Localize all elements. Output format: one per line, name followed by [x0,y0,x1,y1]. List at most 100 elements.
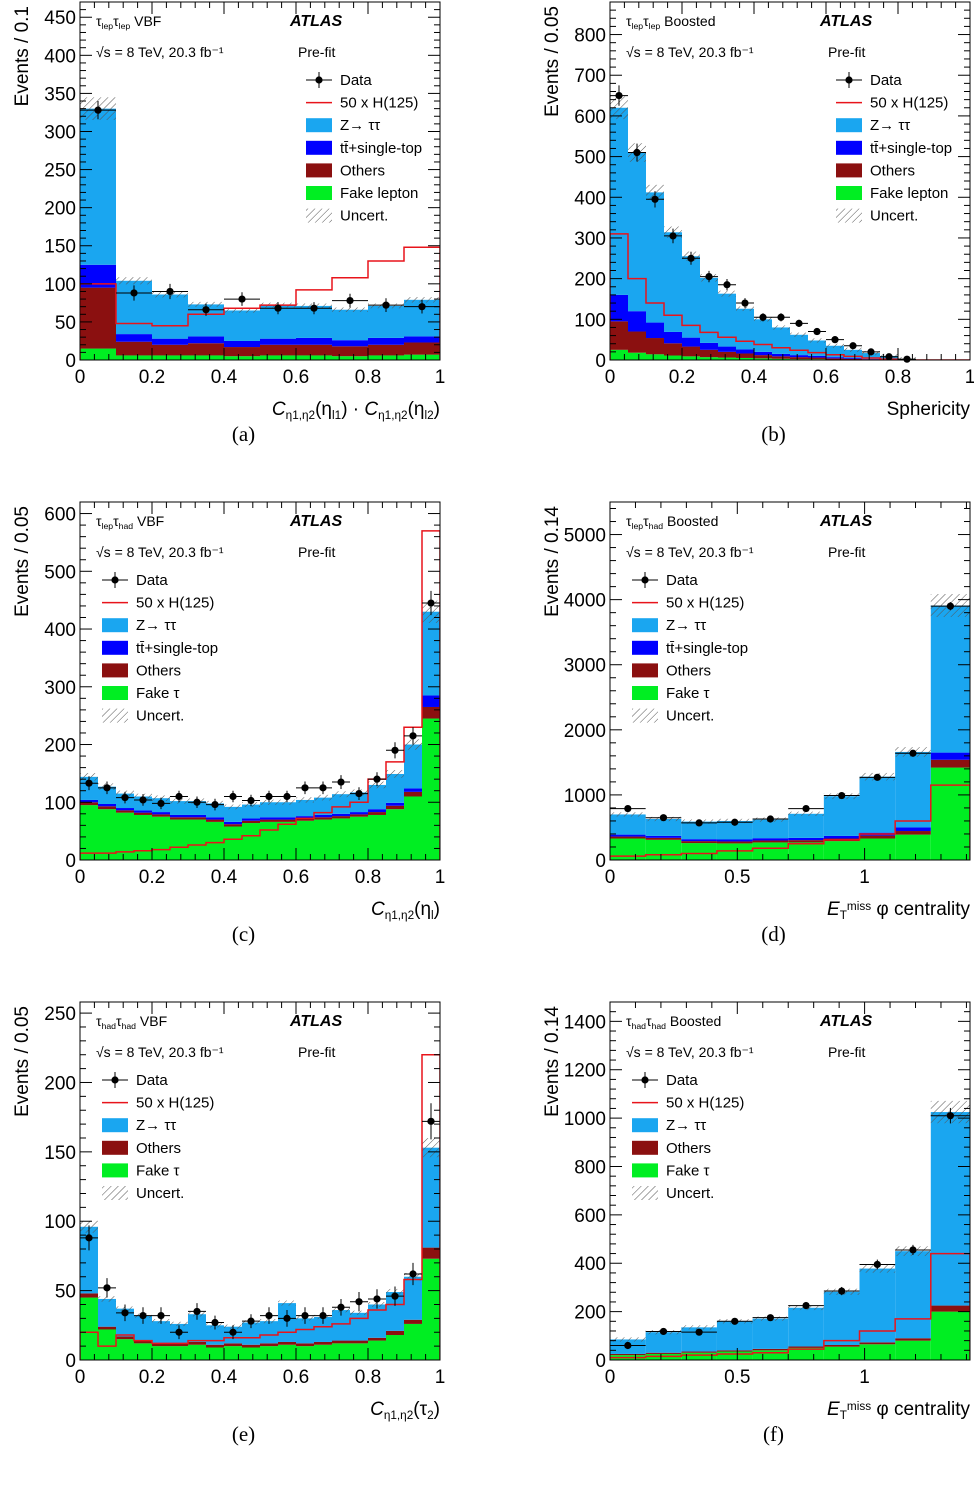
bar-others [717,841,753,843]
legend-entry-others: Others [836,162,915,179]
x-tick-label: 1 [435,367,446,388]
bar-others [772,356,790,358]
bar-top [808,356,826,358]
bar-top [610,295,628,321]
bar-fake [152,355,188,360]
energy-lumi-label: √s = 8 TeV, 20.3 fb⁻¹ [96,44,224,60]
x-tick-label: 0.8 [885,367,911,388]
bar-others [242,821,260,823]
bar-others [790,357,808,359]
uncert-band [332,791,350,797]
bar-others [844,359,862,360]
bar-top [314,815,332,817]
y-tick-label: 100 [44,793,76,814]
atlas-label: ATLAS [289,513,342,530]
panel-caption: (a) [0,422,487,447]
data-point [788,805,824,812]
legend-label: Fake τ [666,1162,710,1179]
legend-label: Others [340,162,385,179]
bar-top [646,323,664,338]
bar-top [206,817,224,819]
bar-others [931,1306,970,1312]
x-tick-label: 1 [435,867,446,888]
bar-others [931,760,970,768]
legend-label: Others [136,662,181,679]
energy-lumi-label: √s = 8 TeV, 20.3 fb⁻¹ [626,44,754,60]
bar-others [826,358,844,359]
bar-others [646,838,682,840]
y-tick-label: 1000 [564,1109,606,1130]
uncert-band [314,795,332,801]
y-tick-label: 500 [44,562,76,583]
legend-label: Uncert. [870,208,918,225]
bar-fake [368,1341,386,1360]
prefit-label: Pre-fit [298,1044,335,1060]
legend-entry-top: tt̄+single-top [102,640,218,657]
bar-top [682,338,700,347]
legend-entry-uncert: Uncert. [632,708,714,725]
x-tick-label: 0 [605,367,616,388]
bar-others [188,1342,206,1345]
legend-label: 50 x H(125) [136,1095,214,1112]
data-point [224,292,260,306]
bar-others [350,1341,368,1344]
prefit-label: Pre-fit [828,544,865,560]
bar-fake [895,835,931,860]
bar-others [646,1353,682,1354]
bar-others [224,824,242,826]
legend-entry-fake_tau: Fake τ [102,1162,180,1179]
bar-top [788,838,824,840]
bar-fake [646,354,664,360]
legend-label: Data [666,1072,698,1089]
bar-ztt [368,785,386,809]
legend-entry-data: Data [102,572,168,589]
bar-ztt [808,340,826,355]
bar-top [116,334,152,342]
legend-entry-data: Data [632,572,698,589]
bar-top [717,839,753,841]
y-tick-label: 200 [44,736,76,757]
bar-others [134,813,152,815]
channel-label: τlepτlep VBF [96,13,161,31]
bar-fake [296,1346,314,1360]
bar-fake [404,796,422,860]
bar-ztt [260,1321,278,1343]
legend-label: 50 x H(125) [666,1095,744,1112]
legend-label: Others [666,1140,711,1157]
uncert-band [772,325,790,329]
bar-top [386,803,404,806]
y-tick-label: 700 [574,66,606,87]
y-tick-label: 300 [44,122,76,143]
y-tick-label: 5000 [564,526,606,547]
bar-top [895,827,931,831]
bar-top [422,695,440,707]
legend-label: Fake lepton [340,185,418,202]
legend-entry-others: Others [632,662,711,679]
bar-others [332,1341,350,1344]
x-tick-label: 0.4 [211,867,238,888]
bar-top [332,814,350,816]
data-point [314,781,332,794]
bar-others [314,1342,332,1345]
bar-top [188,336,224,343]
legend-label: Data [870,72,902,89]
bar-ztt [422,1148,440,1248]
bar-ztt [753,1319,789,1349]
legend-entry-uncert: Uncert. [836,208,918,225]
bar-fake [368,355,404,360]
bar-fake [116,1339,134,1360]
y-tick-label: 150 [44,1143,76,1164]
bar-fake [332,818,350,860]
bar-top [260,339,296,345]
bar-ztt [152,294,188,338]
channel-label: τlepτlep Boosted [626,13,715,31]
uncert-band [718,291,736,297]
bar-ztt [736,309,754,350]
bar-ztt [772,327,790,353]
uncert-band [296,797,314,802]
prefit-label: Pre-fit [828,44,865,60]
y-tick-label: 200 [44,199,76,220]
bar-others [224,347,260,356]
bar-fake [368,815,386,860]
